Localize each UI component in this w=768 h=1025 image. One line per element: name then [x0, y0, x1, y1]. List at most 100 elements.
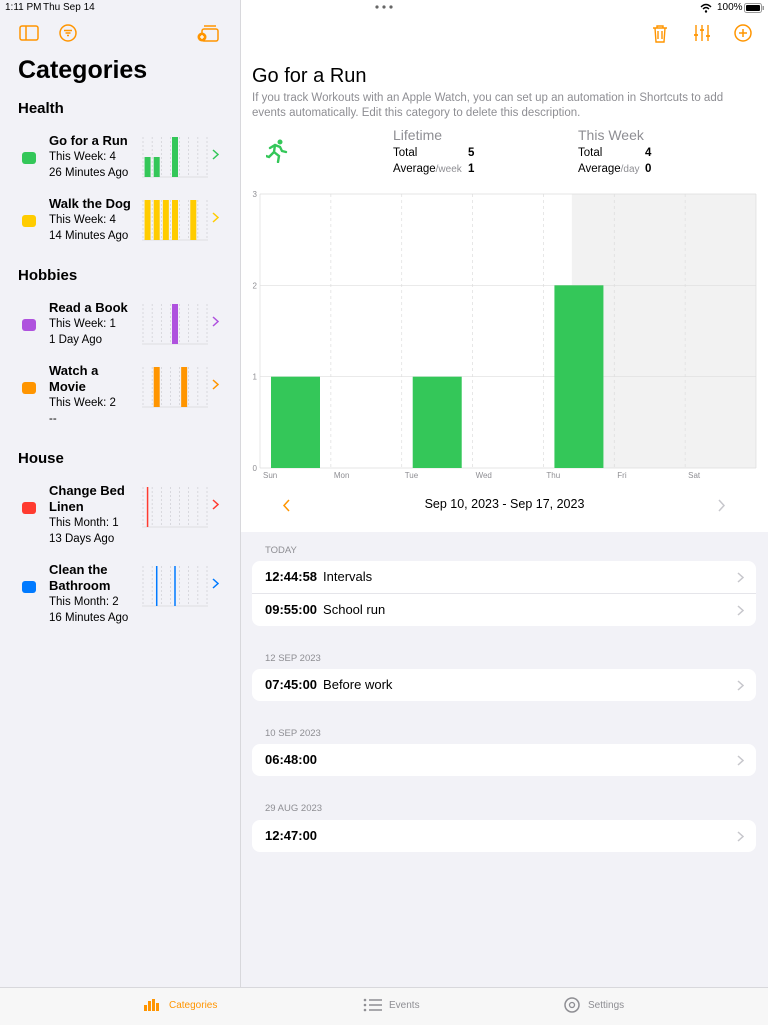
y-tick-label: 2	[253, 281, 258, 290]
category-row[interactable]: Watch a Movie This Week: 2 --	[0, 355, 240, 434]
chevron-path	[212, 379, 219, 390]
chevron	[737, 755, 744, 766]
category-detail: 26 Minutes Ago	[49, 167, 129, 179]
event-card: 06:48:00	[252, 744, 756, 776]
next-week[interactable]	[717, 499, 726, 512]
section-gap	[0, 434, 240, 442]
tab[interactable]: Events	[363, 997, 420, 1015]
category-row[interactable]: Go for a Run This Week: 4 26 Minutes Ago	[0, 125, 240, 188]
sparkline	[142, 137, 208, 178]
tab[interactable]: Categories	[143, 997, 217, 1015]
category-detail: This Week: 1	[49, 318, 116, 330]
tab-icon	[564, 997, 580, 1014]
add-event-button[interactable]	[734, 24, 752, 42]
event-row[interactable]: 09:55:00 School run	[252, 594, 756, 626]
tab-bar: Categories Events Settings	[0, 987, 768, 1025]
adjust-button[interactable]	[693, 24, 711, 42]
stat-heading: This Week	[578, 127, 644, 143]
category-name: Walk the Dog	[49, 196, 131, 211]
sparkline-bar	[172, 137, 178, 177]
section-title: Hobbies	[18, 267, 78, 284]
category-icon	[22, 319, 36, 331]
multitask-dots[interactable]	[375, 5, 393, 9]
event-time: 09:55:00	[265, 602, 318, 617]
chevron	[212, 499, 219, 510]
sparkline-bar	[174, 566, 176, 606]
chevron	[737, 572, 744, 583]
category-detail: 14 Minutes Ago	[49, 230, 129, 242]
event-row[interactable]: 12:47:00	[252, 820, 756, 852]
category-icon	[266, 139, 288, 163]
event-row[interactable]: 12:44:58 Intervals	[252, 561, 756, 594]
y-tick-label: 3	[253, 190, 258, 199]
chevron-path	[737, 680, 744, 691]
tab-icon-bar	[152, 999, 155, 1012]
x-tick-label: Tue	[405, 471, 419, 480]
category-icon	[22, 382, 36, 394]
sparkline-bar	[144, 200, 151, 240]
previous-week[interactable]	[282, 499, 291, 512]
event-time: 07:45:00	[265, 677, 318, 692]
stat-value: 5	[468, 147, 475, 159]
icon-shape	[22, 215, 36, 227]
category-detail: --	[49, 413, 57, 425]
chevron-path	[737, 755, 744, 766]
chevron	[737, 680, 744, 691]
category-detail: 1 Day Ago	[49, 334, 103, 346]
status-battery: 100%	[717, 2, 743, 13]
tab-icon-bar	[144, 1005, 147, 1012]
category-detail: This Week: 4	[49, 151, 116, 163]
date-range: Sep 10, 2023 - Sep 17, 2023	[424, 497, 585, 511]
tab-label: Settings	[588, 1000, 625, 1011]
y-tick-label: 1	[253, 373, 258, 382]
tab-icon-bar	[148, 1001, 151, 1012]
add-category-button[interactable]	[197, 23, 220, 43]
stat-label: Total	[578, 147, 603, 159]
chevron	[212, 578, 219, 589]
category-row[interactable]: Clean the Bathroom This Month: 2 16 Minute…	[0, 554, 240, 633]
event-time: 12:47:00	[265, 828, 318, 843]
category-name: Watch a Movie	[49, 363, 99, 394]
category-row[interactable]: Walk the Dog This Week: 4 14 Minutes Ago	[0, 188, 240, 251]
tab-icon-dot	[363, 999, 367, 1002]
sparkline	[142, 367, 208, 408]
icon-shape	[22, 382, 36, 394]
category-detail: This Month: 2	[49, 596, 119, 608]
week-chart: 0 1 2 3 Sun Mon Tue Wed Thu Fri Sat	[253, 190, 757, 480]
x-tick-label: Sun	[263, 471, 277, 480]
section-title: House	[18, 450, 64, 467]
event-row[interactable]: 06:48:00	[252, 744, 756, 776]
icon-shape	[22, 581, 36, 593]
tab-icon-gear	[564, 997, 580, 1014]
group-header: 12 SEP 2023	[265, 653, 321, 664]
filter-button[interactable]	[59, 24, 77, 42]
delete-button[interactable]	[652, 24, 668, 43]
stat-unit: /day	[620, 164, 640, 175]
category-row[interactable]: Change Bed Linen This Month: 1 13 Days Ago	[0, 475, 240, 554]
stat-label-text: Average	[393, 163, 436, 175]
stat-value: 4	[645, 147, 652, 159]
event-row[interactable]: 07:45:00 Before work	[252, 669, 756, 701]
event-note: Before work	[323, 677, 393, 692]
section-title: Health	[18, 100, 64, 117]
tab[interactable]: Settings	[562, 997, 624, 1015]
chevron-path	[212, 499, 219, 510]
detail-title: Go for a Run	[252, 65, 367, 87]
tab-label: Categories	[169, 1000, 218, 1011]
category-detail: This Week: 2	[49, 397, 116, 409]
sidebar-toggle[interactable]	[19, 25, 39, 41]
chevron-path	[212, 149, 219, 160]
stat-unit: /week	[435, 164, 462, 175]
stat-value: 1	[468, 163, 475, 175]
group-header: 10 SEP 2023	[265, 728, 321, 739]
sparkline-bar	[172, 200, 178, 240]
battery-icon	[744, 3, 764, 13]
category-list: Health Go for a Run This Week: 4 26 Minutes…	[0, 92, 240, 641]
category-row[interactable]: Read a Book This Week: 1 1 Day Ago	[0, 292, 240, 355]
bar	[554, 285, 604, 468]
chevron-path	[212, 212, 219, 223]
category-detail: This Month: 1	[49, 517, 119, 529]
event-card: 12:47:00	[252, 820, 756, 852]
group-header: 29 AUG 2023	[265, 803, 323, 814]
